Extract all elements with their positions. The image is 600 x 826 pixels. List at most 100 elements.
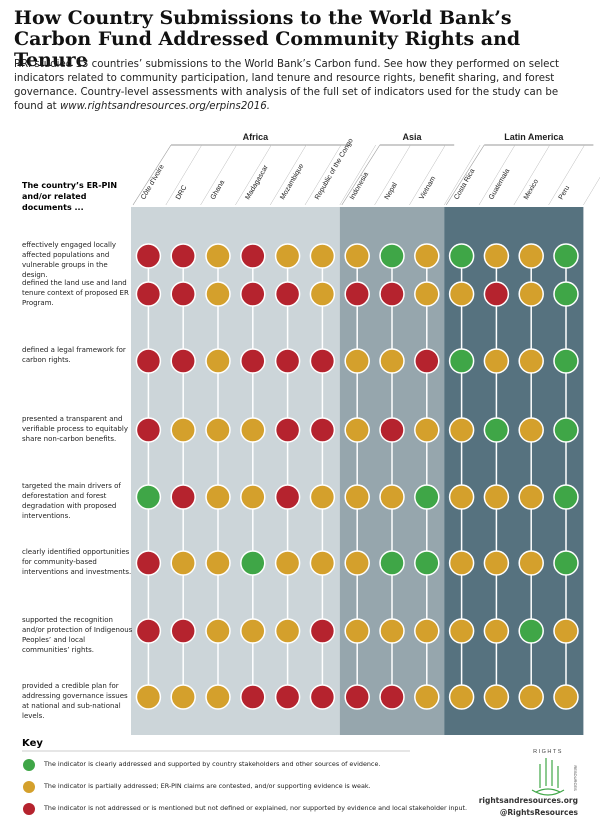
column-divider (304, 144, 342, 206)
rating-dot (274, 281, 301, 307)
rating-dot (483, 684, 510, 710)
rating-dot (205, 684, 231, 710)
rating-dot (240, 281, 266, 307)
rating-dot (483, 281, 510, 307)
footer-url: rightsandresources.org (478, 796, 578, 805)
region-bracket (132, 144, 172, 206)
rating-dot (518, 281, 544, 307)
column-divider (443, 144, 481, 206)
rating-dot (379, 684, 405, 710)
rating-dot (240, 417, 266, 443)
rating-dot (553, 684, 579, 710)
region-bracket (445, 144, 485, 206)
rating-dot (205, 484, 231, 510)
rating-dot (414, 417, 440, 443)
rating-dot (135, 484, 162, 510)
rating-dot (518, 417, 544, 443)
rating-dot (344, 417, 370, 443)
rating-dot (448, 417, 475, 443)
rating-dot (448, 348, 475, 374)
rating-dot (135, 281, 162, 307)
column-divider (374, 144, 411, 206)
rating-dot (205, 618, 231, 644)
intro-text: RRI studied 13 countries’ submissions to… (14, 59, 560, 112)
country-label: Côte d’Ivoire (140, 163, 166, 201)
logo-mark (531, 758, 565, 796)
column-divider (165, 144, 203, 206)
column-divider (583, 176, 600, 206)
country-label: Ghana (210, 179, 227, 201)
rating-dot (274, 484, 301, 510)
rating-dot (170, 618, 196, 644)
rating-dot (518, 550, 544, 576)
rating-dot (553, 550, 579, 576)
column-divider (513, 144, 551, 206)
rating-dot (135, 243, 162, 269)
intro: RRI studied 13 countries’ submissions to… (14, 58, 589, 114)
column-divider (478, 144, 516, 206)
rating-dot (135, 417, 162, 443)
row-label: defined the land use and land tenure con… (22, 279, 129, 307)
row-label: presented a transparent and verifiable p… (22, 415, 128, 443)
rating-dot (309, 618, 336, 644)
rating-dot (274, 417, 301, 443)
rating-dot (205, 550, 231, 576)
key-text: The indicator is partially addressed; ER… (44, 782, 371, 790)
country-label: Peru (558, 185, 572, 201)
rating-dot (379, 243, 405, 269)
key-dot (23, 781, 35, 793)
rating-dot (205, 417, 231, 443)
row-label: targeted the main drivers of deforestati… (22, 482, 121, 520)
rating-dot (518, 684, 544, 710)
rating-dot (240, 484, 266, 510)
rating-dot (344, 684, 370, 710)
rating-dot (553, 281, 579, 307)
rating-dot (344, 618, 370, 644)
rating-dot (483, 417, 510, 443)
rating-dot (518, 484, 544, 510)
row-label: effectively engaged locally affected pop… (22, 241, 117, 279)
rating-dot (483, 550, 510, 576)
rating-dot (309, 550, 336, 576)
rating-dot (170, 417, 196, 443)
region-label: Latin America (504, 132, 564, 142)
country-label: Vietnam (418, 175, 437, 201)
rating-dot (553, 618, 579, 644)
country-label: Indonesia (349, 171, 370, 201)
rating-dot (344, 484, 370, 510)
rating-dot (483, 348, 510, 374)
region-bracket (341, 144, 381, 206)
column-divider (548, 144, 585, 206)
rating-dot (274, 243, 301, 269)
rating-dot (414, 243, 440, 269)
key-dot (23, 803, 35, 815)
rating-dot (414, 684, 440, 710)
rating-dot (448, 550, 475, 576)
rating-dot (344, 348, 370, 374)
rating-dot (483, 243, 510, 269)
rating-dot (309, 348, 336, 374)
row-label: clearly identified opportunities for com… (22, 548, 132, 576)
rating-dot (205, 348, 231, 374)
rating-dot (553, 484, 579, 510)
rating-dot (379, 618, 405, 644)
logo-top: RIGHTS (533, 749, 563, 755)
rating-dot (344, 243, 370, 269)
key-dot (23, 759, 35, 771)
rating-dot (274, 550, 301, 576)
row-header: The country’s ER-PIN and/or related docu… (22, 181, 118, 212)
rating-dot (135, 550, 162, 576)
rating-dot (309, 281, 336, 307)
rating-dot (448, 684, 475, 710)
column-divider (409, 144, 446, 206)
country-label: Republic of the Congo (314, 137, 355, 201)
rating-dot (553, 348, 579, 374)
rating-dot (553, 243, 579, 269)
rating-dot (344, 281, 370, 307)
rating-dot (240, 243, 266, 269)
rating-dot (448, 484, 475, 510)
rating-dot (344, 550, 370, 576)
rating-dot (274, 684, 301, 710)
rating-dot (170, 281, 196, 307)
